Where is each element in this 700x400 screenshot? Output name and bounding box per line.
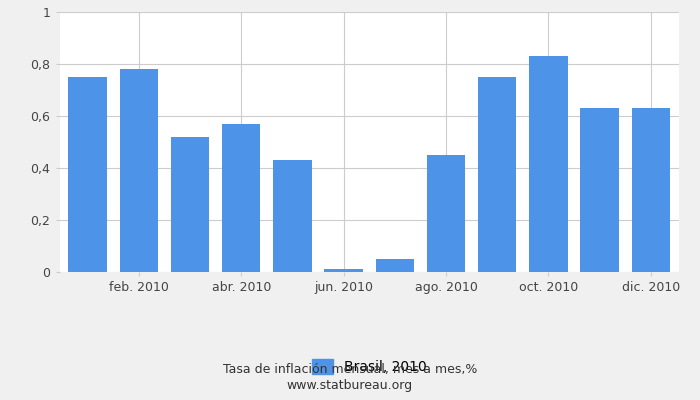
Bar bbox=[325, 270, 363, 272]
Bar bbox=[120, 69, 158, 272]
Text: Tasa de inflación mensual, mes a mes,%: Tasa de inflación mensual, mes a mes,% bbox=[223, 364, 477, 376]
Bar bbox=[222, 124, 260, 272]
Text: www.statbureau.org: www.statbureau.org bbox=[287, 380, 413, 392]
Legend: Brasil, 2010: Brasil, 2010 bbox=[312, 360, 426, 374]
Bar bbox=[171, 137, 209, 272]
Bar bbox=[580, 108, 619, 272]
Bar bbox=[376, 259, 414, 272]
Bar bbox=[273, 160, 312, 272]
Bar bbox=[529, 56, 568, 272]
Bar bbox=[631, 108, 670, 272]
Bar bbox=[478, 77, 517, 272]
Bar bbox=[427, 155, 466, 272]
Bar bbox=[69, 77, 107, 272]
